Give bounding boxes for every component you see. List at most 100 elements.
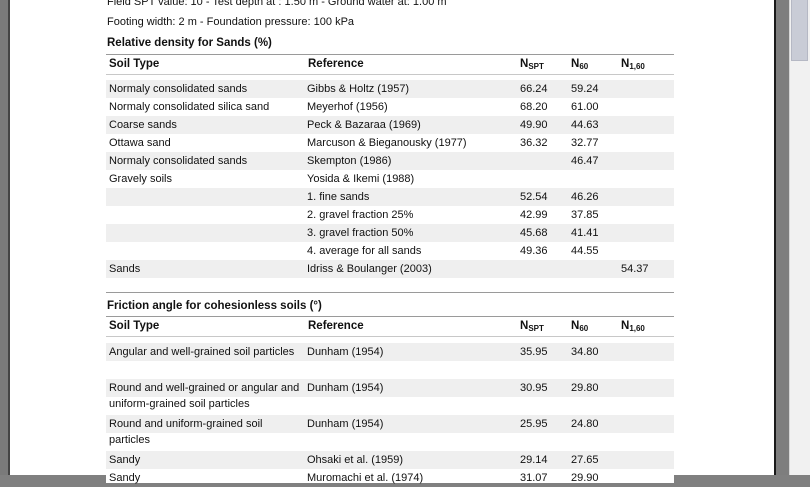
- cell-soil: Angular and well-grained soil particles: [109, 346, 295, 358]
- column-header-n1: NSPT: [520, 58, 544, 71]
- vertical-scrollbar[interactable]: [789, 0, 810, 475]
- cell-nspt: 45.68: [520, 227, 548, 239]
- cell-ref: 4. average for all sands: [307, 245, 422, 257]
- divider: [106, 54, 674, 55]
- cell-n60: 27.65: [571, 454, 599, 466]
- cell-n60: 29.90: [571, 472, 599, 484]
- table-row: Sandy Muromachi et al. (1974) 31.07 29.90: [106, 469, 674, 487]
- cell-soil: Normaly consolidated sands: [109, 155, 248, 167]
- cell-ref: 3. gravel fraction 50%: [307, 227, 414, 239]
- header-subscript: 60: [579, 62, 589, 71]
- cell-nspt: 35.95: [520, 346, 548, 358]
- table-row: Round and well-grained or angular and un…: [106, 379, 674, 415]
- cell-soil: Gravely soils: [109, 173, 172, 185]
- header-base: N: [520, 320, 529, 332]
- cell-ref: 1. fine sands: [307, 191, 370, 203]
- table-row: Sands Idriss & Boulanger (2003) 54.37: [106, 260, 674, 278]
- right-margin: [776, 0, 789, 475]
- table-row: Ottawa sand Marcuson & Bieganousky (1977)…: [106, 134, 674, 152]
- cell-n60: 41.41: [571, 227, 599, 239]
- cell-nspt: 49.90: [520, 119, 548, 131]
- table2-body: Angular and well-grained soil particles D…: [106, 343, 674, 484]
- header-base: N: [571, 58, 580, 70]
- cell-soil: Coarse sands: [109, 119, 177, 131]
- table-row: 4. average for all sands 49.36 44.55: [106, 242, 674, 260]
- cell-n60: 46.26: [571, 191, 599, 203]
- column-header-n2: N60: [571, 320, 588, 333]
- table-row: Normaly consolidated sands Gibbs & Holtz …: [106, 80, 674, 98]
- cell-soil: Sandy: [109, 454, 141, 466]
- cell-n60: 32.77: [571, 137, 599, 149]
- header-subscript: SPT: [528, 324, 544, 333]
- cell-nspt: 25.95: [520, 418, 548, 430]
- table-row: Angular and well-grained soil particles D…: [106, 343, 674, 379]
- column-header-ref: Reference: [308, 320, 364, 332]
- cell-n60: 24.80: [571, 418, 599, 430]
- column-header-n1: NSPT: [520, 320, 544, 333]
- header-base: N: [520, 58, 529, 70]
- cell-n60: 44.55: [571, 245, 599, 257]
- cell-soil: Round and well-grained or angular and un…: [109, 382, 300, 410]
- table-row: 1. fine sands 52.54 46.26: [106, 188, 674, 206]
- cell-n60: 37.85: [571, 209, 599, 221]
- cell-n60: 29.80: [571, 382, 599, 394]
- divider: [106, 316, 674, 317]
- cell-nspt: 68.20: [520, 101, 548, 113]
- cell-ref: Skempton (1986): [307, 155, 392, 167]
- cell-nspt: 29.14: [520, 454, 548, 466]
- left-margin: [0, 0, 10, 475]
- scrollbar-thumb[interactable]: [791, 0, 808, 61]
- cell-nspt: 30.95: [520, 382, 548, 394]
- footing-info: Footing width: 2 m - Foundation pressure…: [107, 16, 355, 28]
- table-row: 2. gravel fraction 25% 42.99 37.85: [106, 206, 674, 224]
- header-base: N: [571, 320, 580, 332]
- cell-ref: Peck & Bazaraa (1969): [307, 119, 421, 131]
- cell-soil: Normaly consolidated silica sand: [109, 101, 270, 113]
- cell-soil: Sands: [109, 263, 141, 275]
- field-info: Field SPT value: 10 - Test depth at : 1.…: [107, 0, 447, 8]
- cell-soil: Round and uniform-grained soil particles: [109, 418, 263, 446]
- column-header-n3: N1,60: [621, 58, 645, 71]
- divider: [106, 292, 674, 293]
- column-header-n2: N60: [571, 58, 588, 71]
- cell-nspt: 42.99: [520, 209, 548, 221]
- header-subscript: 1,60: [629, 62, 645, 71]
- column-header-soil: Soil Type: [109, 320, 160, 332]
- cell-nspt: 31.07: [520, 472, 548, 484]
- cell-ref: Gibbs & Holtz (1957): [307, 83, 410, 95]
- cell-nspt: 52.54: [520, 191, 548, 203]
- cell-nspt: 49.36: [520, 245, 548, 257]
- divider: [106, 336, 674, 337]
- cell-nspt: 36.32: [520, 137, 548, 149]
- table1-title: Relative density for Sands (%): [107, 37, 272, 49]
- header-base: N: [621, 320, 630, 332]
- header-subscript: 1,60: [629, 324, 645, 333]
- cell-soil: Normaly consolidated sands: [109, 83, 248, 95]
- cell-ref: Marcuson & Bieganousky (1977): [307, 137, 467, 149]
- cell-n160: 54.37: [621, 263, 649, 275]
- header-subscript: 60: [579, 324, 589, 333]
- cell-ref: Muromachi et al. (1974): [307, 472, 424, 484]
- divider: [106, 74, 674, 75]
- table-row: Coarse sands Peck & Bazaraa (1969) 49.90 44…: [106, 116, 674, 134]
- table-row: Gravely soils Yosida & Ikemi (1988): [106, 170, 674, 188]
- cell-n60: 44.63: [571, 119, 599, 131]
- cell-ref: Meyerhof (1956): [307, 101, 388, 113]
- table-row: Sandy Ohsaki et al. (1959) 29.14 27.65: [106, 451, 674, 469]
- table-row: Normaly consolidated sands Skempton (1986…: [106, 152, 674, 170]
- table-row: Normaly consolidated silica sand Meyerhof…: [106, 98, 674, 116]
- cell-ref: Idriss & Boulanger (2003): [307, 263, 432, 275]
- header-subscript: SPT: [528, 62, 544, 71]
- table2-title: Friction angle for cohesionless soils (°…: [107, 300, 322, 312]
- cell-n60: 61.00: [571, 101, 599, 113]
- cell-ref: Dunham (1954): [307, 418, 384, 430]
- header-base: N: [621, 58, 630, 70]
- cell-nspt: 66.24: [520, 83, 548, 95]
- cell-ref: 2. gravel fraction 25%: [307, 209, 414, 221]
- cell-ref: Dunham (1954): [307, 346, 384, 358]
- table-row: 3. gravel fraction 50% 45.68 41.41: [106, 224, 674, 242]
- table-row: Round and uniform-grained soil particles…: [106, 415, 674, 451]
- table1-body: Normaly consolidated sands Gibbs & Holtz …: [106, 80, 674, 278]
- cell-soil: Ottawa sand: [109, 137, 171, 149]
- cell-n60: 59.24: [571, 83, 599, 95]
